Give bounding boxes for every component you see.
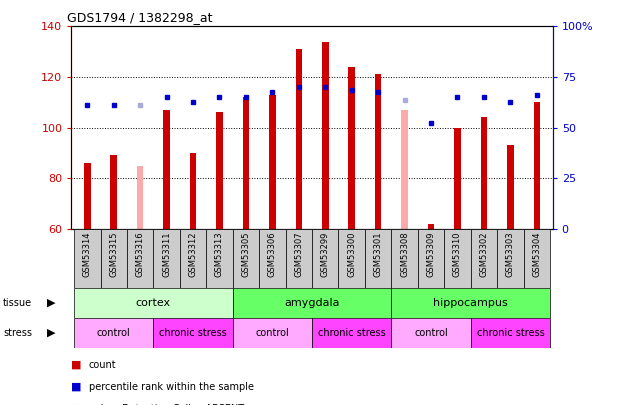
Text: GSM53311: GSM53311 xyxy=(162,232,171,277)
Bar xyxy=(365,229,391,288)
Text: GSM53299: GSM53299 xyxy=(321,232,330,277)
Bar xyxy=(312,318,391,348)
Text: ■: ■ xyxy=(71,404,82,405)
Text: GSM53315: GSM53315 xyxy=(109,232,118,277)
Bar xyxy=(391,229,418,288)
Bar xyxy=(233,229,259,288)
Text: ■: ■ xyxy=(71,360,82,369)
Text: cortex: cortex xyxy=(136,298,171,308)
Bar xyxy=(233,318,312,348)
Bar xyxy=(533,102,540,229)
Bar xyxy=(481,117,487,229)
Bar xyxy=(444,229,471,288)
Bar xyxy=(206,229,233,288)
Bar xyxy=(391,318,471,348)
Bar xyxy=(127,229,153,288)
Bar xyxy=(153,318,233,348)
Bar xyxy=(312,229,338,288)
Bar xyxy=(418,229,444,288)
Text: ▶: ▶ xyxy=(47,298,55,308)
Text: chronic stress: chronic stress xyxy=(476,328,544,338)
Text: GSM53300: GSM53300 xyxy=(347,232,356,277)
Text: tissue: tissue xyxy=(3,298,32,308)
Text: GSM53310: GSM53310 xyxy=(453,232,462,277)
Bar xyxy=(74,318,153,348)
Text: GSM53316: GSM53316 xyxy=(135,232,145,277)
Text: ■: ■ xyxy=(71,382,82,392)
Bar xyxy=(101,229,127,288)
Bar xyxy=(428,224,434,229)
Text: ▶: ▶ xyxy=(47,328,55,338)
Text: GSM53307: GSM53307 xyxy=(294,232,303,277)
Text: control: control xyxy=(414,328,448,338)
Bar xyxy=(454,128,461,229)
Text: GSM53301: GSM53301 xyxy=(374,232,383,277)
Text: GSM53314: GSM53314 xyxy=(83,232,92,277)
Bar xyxy=(74,229,101,288)
Bar xyxy=(507,145,514,229)
Text: chronic stress: chronic stress xyxy=(318,328,386,338)
Bar xyxy=(233,288,391,318)
Text: GSM53306: GSM53306 xyxy=(268,232,277,277)
Bar xyxy=(111,156,117,229)
Text: GSM53305: GSM53305 xyxy=(242,232,250,277)
Bar xyxy=(286,229,312,288)
Text: value, Detection Call = ABSENT: value, Detection Call = ABSENT xyxy=(89,404,244,405)
Text: control: control xyxy=(255,328,289,338)
Bar xyxy=(471,318,550,348)
Bar xyxy=(269,95,276,229)
Bar xyxy=(338,229,365,288)
Text: GSM53312: GSM53312 xyxy=(189,232,197,277)
Text: GSM53313: GSM53313 xyxy=(215,232,224,277)
Bar xyxy=(163,110,170,229)
Text: GSM53303: GSM53303 xyxy=(506,232,515,277)
Bar xyxy=(190,153,196,229)
Bar xyxy=(84,163,91,229)
Bar xyxy=(243,97,249,229)
Bar xyxy=(137,166,143,229)
Bar xyxy=(180,229,206,288)
Text: stress: stress xyxy=(3,328,32,338)
Text: GSM53304: GSM53304 xyxy=(532,232,542,277)
Bar xyxy=(348,67,355,229)
Text: count: count xyxy=(89,360,116,369)
Bar xyxy=(471,229,497,288)
Text: hippocampus: hippocampus xyxy=(433,298,508,308)
Bar xyxy=(497,229,524,288)
Text: chronic stress: chronic stress xyxy=(159,328,227,338)
Bar xyxy=(216,112,223,229)
Text: GSM53302: GSM53302 xyxy=(479,232,489,277)
Text: percentile rank within the sample: percentile rank within the sample xyxy=(89,382,254,392)
Bar xyxy=(375,75,381,229)
Bar xyxy=(259,229,286,288)
Text: GSM53308: GSM53308 xyxy=(400,232,409,277)
Bar xyxy=(524,229,550,288)
Bar xyxy=(322,42,329,229)
Bar xyxy=(153,229,180,288)
Bar xyxy=(401,110,408,229)
Text: amygdala: amygdala xyxy=(284,298,340,308)
Bar xyxy=(391,288,550,318)
Text: GSM53309: GSM53309 xyxy=(427,232,435,277)
Bar xyxy=(296,49,302,229)
Text: control: control xyxy=(97,328,130,338)
Text: GDS1794 / 1382298_at: GDS1794 / 1382298_at xyxy=(66,11,212,24)
Bar xyxy=(74,288,233,318)
